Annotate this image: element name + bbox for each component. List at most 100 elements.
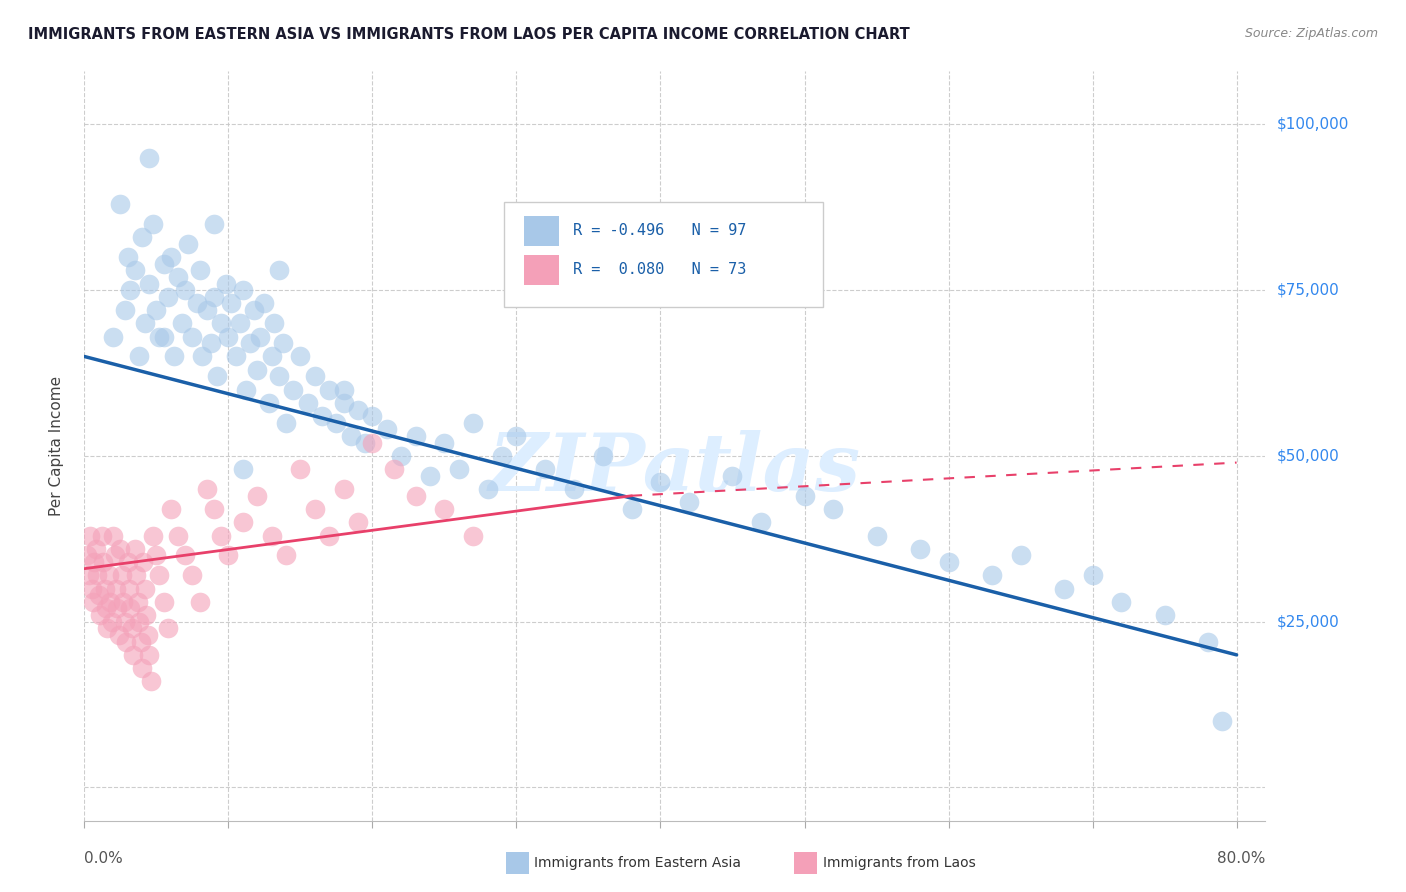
Point [823, 502, 845, 516]
Point [283, 383, 305, 397]
Point [101, 528, 124, 542]
Point [167, 269, 190, 284]
Point [267, 263, 290, 277]
Point [332, 383, 354, 397]
Point [107, 601, 129, 615]
Point [138, 648, 160, 662]
Point [181, 568, 204, 582]
Point [105, 582, 128, 596]
Point [505, 429, 527, 443]
Point [1197, 634, 1219, 648]
Point [139, 674, 162, 689]
Point [195, 482, 218, 496]
Point [477, 482, 499, 496]
Point [205, 369, 228, 384]
Point [124, 263, 146, 277]
Point [405, 489, 427, 503]
Point [152, 329, 174, 343]
Point [243, 303, 266, 318]
Point [82, 595, 104, 609]
Point [389, 449, 412, 463]
Point [202, 217, 225, 231]
Point [117, 555, 139, 569]
Point [260, 528, 283, 542]
Point [100, 615, 122, 629]
Point [271, 336, 294, 351]
Point [318, 383, 340, 397]
Point [138, 277, 160, 291]
Point [96, 621, 118, 635]
Point [1053, 582, 1076, 596]
Point [1010, 549, 1032, 563]
Point [361, 409, 384, 424]
Point [110, 197, 132, 211]
Point [290, 350, 312, 364]
Point [209, 528, 232, 542]
Text: $100,000: $100,000 [1277, 117, 1348, 132]
Point [191, 350, 214, 364]
Text: Immigrants from Eastern Asia: Immigrants from Eastern Asia [534, 856, 741, 870]
Point [142, 528, 165, 542]
Point [127, 595, 149, 609]
Point [433, 502, 456, 516]
Text: 0.0%: 0.0% [84, 851, 124, 866]
Point [249, 329, 271, 343]
Point [177, 236, 200, 251]
Point [534, 462, 557, 476]
Point [188, 595, 211, 609]
Point [214, 277, 236, 291]
Point [152, 257, 174, 271]
Point [274, 549, 297, 563]
Point [108, 628, 131, 642]
FancyBboxPatch shape [523, 216, 560, 246]
Point [419, 468, 441, 483]
Point [156, 290, 179, 304]
Point [620, 502, 643, 516]
Point [793, 489, 815, 503]
Text: $25,000: $25,000 [1277, 615, 1340, 629]
Point [120, 283, 142, 297]
Text: IMMIGRANTS FROM EASTERN ASIA VS IMMIGRANTS FROM LAOS PER CAPITA INCOME CORRELATI: IMMIGRANTS FROM EASTERN ASIA VS IMMIGRAN… [28, 27, 910, 42]
Point [145, 549, 167, 563]
Point [188, 263, 211, 277]
Point [80, 582, 103, 596]
Text: $50,000: $50,000 [1277, 449, 1340, 464]
Point [235, 383, 257, 397]
Point [229, 316, 252, 330]
Point [361, 435, 384, 450]
Point [1211, 714, 1233, 728]
Point [332, 482, 354, 496]
Point [172, 316, 194, 330]
Point [76, 549, 98, 563]
Point [908, 541, 931, 556]
Point [93, 582, 115, 596]
Point [202, 290, 225, 304]
Point [142, 217, 165, 231]
Point [253, 296, 276, 310]
Point [340, 429, 363, 443]
Point [148, 568, 170, 582]
Point [267, 369, 290, 384]
Point [97, 568, 120, 582]
Point [217, 549, 239, 563]
Point [138, 151, 160, 165]
Point [84, 541, 107, 556]
Point [104, 549, 127, 563]
Point [181, 329, 204, 343]
Point [124, 541, 146, 556]
Point [167, 528, 190, 542]
Point [83, 555, 105, 569]
Point [159, 502, 181, 516]
Point [79, 528, 101, 542]
Point [246, 363, 269, 377]
Text: Source: ZipAtlas.com: Source: ZipAtlas.com [1244, 27, 1378, 40]
Point [290, 462, 312, 476]
Point [433, 435, 456, 450]
Point [98, 595, 121, 609]
Point [200, 336, 222, 351]
Point [225, 350, 247, 364]
Point [232, 515, 254, 529]
Point [274, 416, 297, 430]
Point [91, 555, 114, 569]
Point [128, 615, 150, 629]
